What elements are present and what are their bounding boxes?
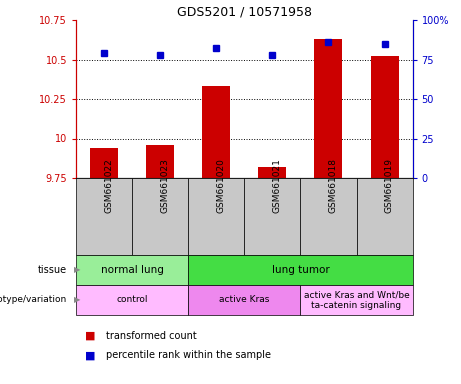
Bar (301, 178, 356, 255)
Bar (301, 285, 413, 315)
Text: lung tumor: lung tumor (272, 265, 329, 275)
Bar (188, 178, 244, 255)
Bar (188, 255, 413, 285)
Text: active Kras: active Kras (219, 296, 270, 305)
Text: GSM661020: GSM661020 (216, 158, 225, 213)
Text: ▶: ▶ (74, 296, 80, 305)
Bar (371, 56, 399, 178)
Text: ■: ■ (85, 331, 96, 341)
Bar (90, 148, 118, 178)
Bar (76, 178, 132, 255)
Bar (76, 285, 188, 315)
Title: GDS5201 / 10571958: GDS5201 / 10571958 (177, 6, 312, 19)
Text: GSM661019: GSM661019 (384, 158, 394, 213)
Text: transformed count: transformed count (106, 331, 197, 341)
Bar (314, 39, 343, 178)
Bar (76, 255, 188, 285)
Text: GSM661018: GSM661018 (328, 158, 337, 213)
Text: GSM661023: GSM661023 (160, 158, 169, 213)
Text: genotype/variation: genotype/variation (0, 296, 67, 305)
Bar (202, 86, 230, 178)
Text: active Kras and Wnt/be
ta-catenin signaling: active Kras and Wnt/be ta-catenin signal… (304, 290, 409, 310)
Bar (356, 178, 413, 255)
Bar (146, 145, 174, 178)
Text: ■: ■ (85, 350, 96, 360)
Text: normal lung: normal lung (100, 265, 164, 275)
Bar (132, 178, 188, 255)
Text: control: control (117, 296, 148, 305)
Bar (244, 178, 301, 255)
Text: GSM661021: GSM661021 (272, 158, 281, 213)
Text: GSM661022: GSM661022 (104, 158, 113, 213)
Bar (258, 167, 286, 178)
Text: percentile rank within the sample: percentile rank within the sample (106, 350, 271, 360)
Bar (188, 285, 301, 315)
Text: ▶: ▶ (74, 265, 80, 275)
Text: tissue: tissue (38, 265, 67, 275)
